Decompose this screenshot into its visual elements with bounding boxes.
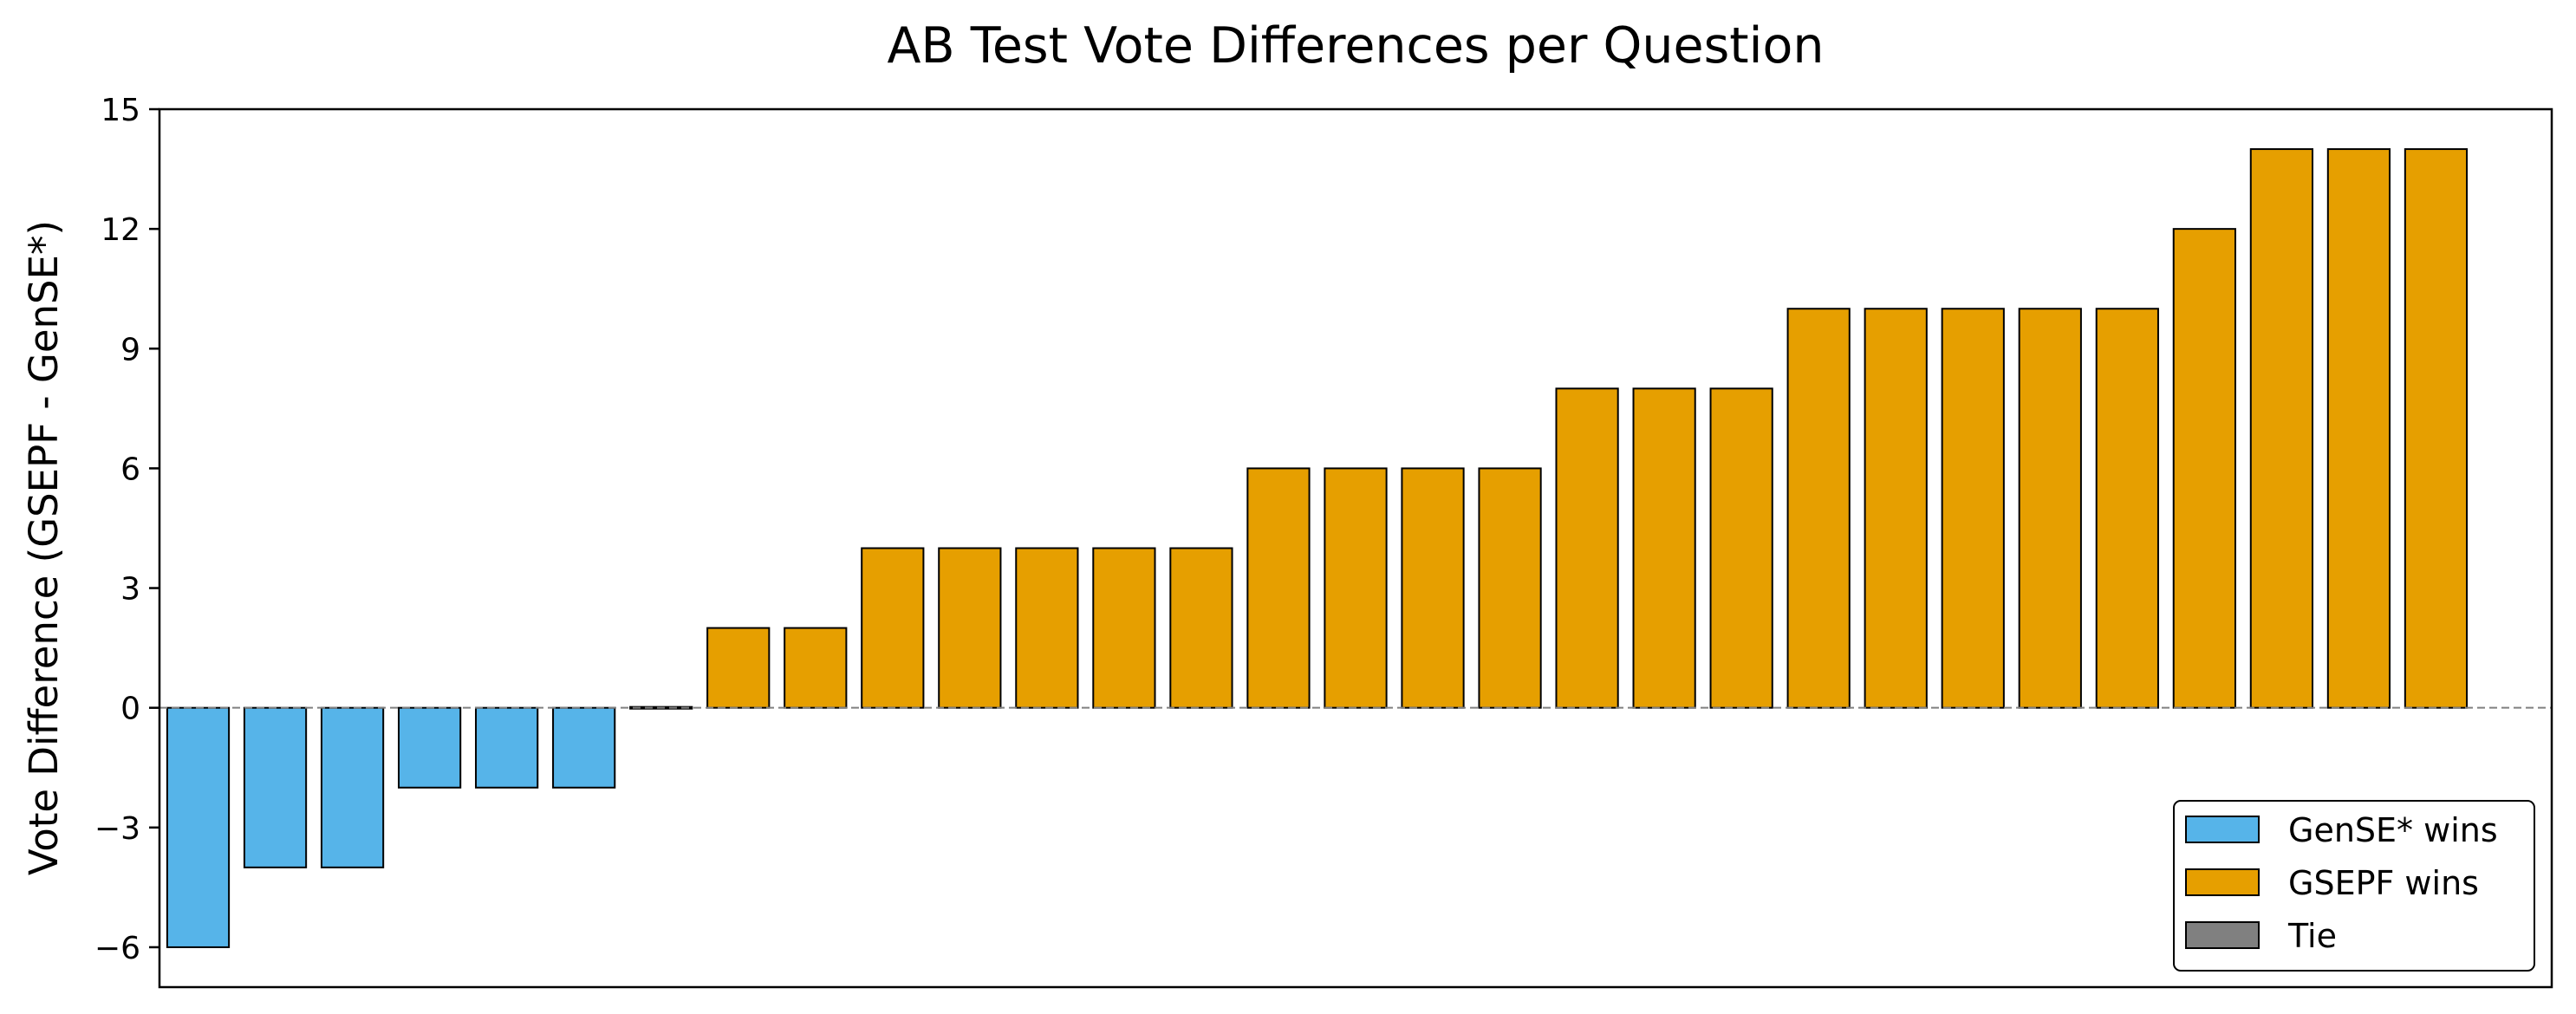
bar (552, 706, 616, 789)
bar (2018, 308, 2082, 709)
bar (2326, 148, 2391, 709)
legend-label: GenSE* wins (2288, 811, 2498, 849)
bar (475, 706, 539, 789)
legend-swatch (2185, 921, 2260, 949)
bar (320, 706, 385, 868)
legend-swatch (2185, 816, 2260, 843)
y-tick-label: −6 (94, 931, 140, 966)
bar (2095, 308, 2159, 709)
bar (1478, 467, 1542, 709)
bar (1632, 387, 1696, 709)
y-tick-label: 0 (120, 692, 140, 727)
legend: GenSE* wins GSEPF wins Tie (2173, 800, 2535, 972)
bar (1092, 547, 1156, 709)
bar (1015, 547, 1079, 709)
y-tick-label: 9 (120, 332, 140, 367)
bar (243, 706, 308, 868)
chart-title: AB Test Vote Differences per Question (888, 17, 1825, 75)
bar (2172, 228, 2236, 709)
bar (706, 627, 771, 709)
y-tick-label: 3 (120, 572, 140, 608)
bar (1324, 467, 1388, 709)
y-tick-label: 6 (120, 452, 140, 487)
bar (861, 547, 925, 709)
bar (1169, 547, 1233, 709)
bar (166, 706, 231, 948)
bar (784, 627, 848, 709)
bar (1709, 387, 1773, 709)
y-tick-label: 12 (101, 212, 140, 248)
legend-label: GSEPF wins (2288, 864, 2479, 902)
legend-swatch (2185, 868, 2260, 896)
bar (1864, 308, 1928, 709)
bar (2249, 148, 2313, 709)
y-axis-label: Vote Difference (GSEPF - GenSE*) (21, 220, 67, 875)
legend-label: Tie (2287, 917, 2337, 955)
bar (1555, 387, 1619, 709)
bar (1941, 308, 2005, 709)
y-tick-label: −3 (94, 811, 140, 847)
bar (1786, 308, 1851, 709)
y-tick-label: 15 (101, 93, 140, 128)
bar (1401, 467, 1465, 709)
plot-frame (158, 107, 2553, 989)
bar (2404, 148, 2469, 709)
bar (938, 547, 1002, 709)
bar (1246, 467, 1311, 709)
legend-box (2173, 800, 2535, 972)
plot-area: −6 −3 0 3 6 9 12 15 (94, 93, 2553, 989)
bar (398, 706, 462, 789)
